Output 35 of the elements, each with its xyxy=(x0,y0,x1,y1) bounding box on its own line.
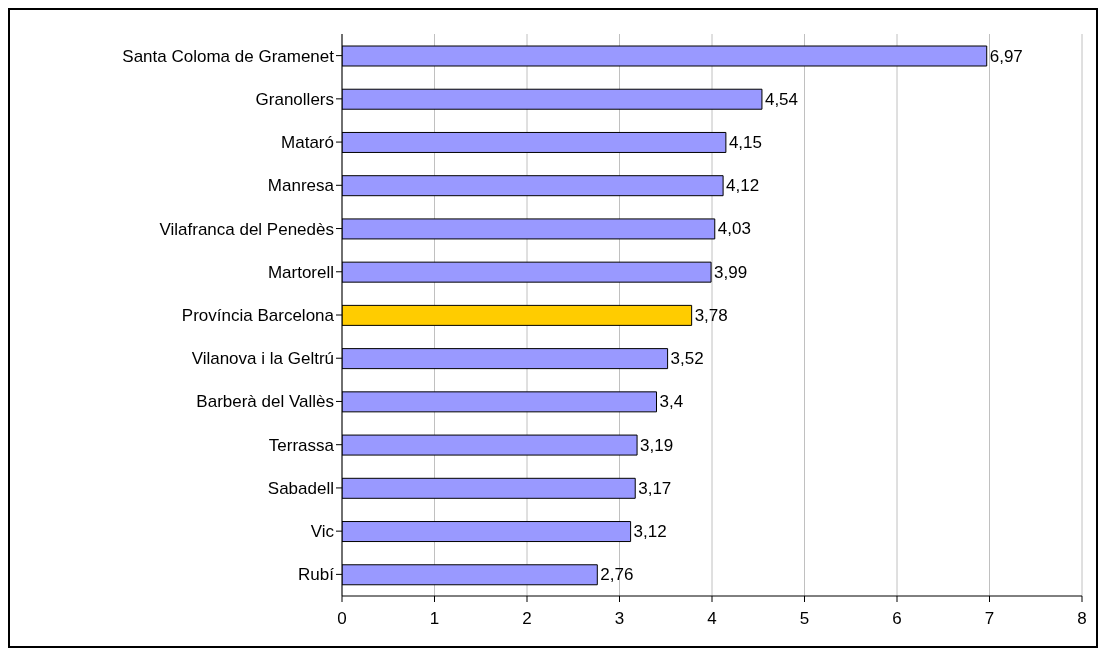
data-label: 3,19 xyxy=(640,435,674,455)
x-tick-label: 2 xyxy=(522,609,532,629)
y-tick-label: Rubí xyxy=(298,565,335,585)
data-label: 2,76 xyxy=(600,565,634,585)
y-tick-label: Granollers xyxy=(255,89,334,109)
data-label: 4,54 xyxy=(764,89,799,109)
x-tick-label: 5 xyxy=(799,609,810,629)
y-tick-label: Vilanova i la Geltrú xyxy=(191,349,334,369)
data-label: 4,03 xyxy=(717,219,751,239)
y-tick-label: Martorell xyxy=(267,262,334,282)
x-tick-label: 6 xyxy=(892,609,902,629)
y-tick-label: Terrassa xyxy=(268,435,335,455)
data-label: 6,97 xyxy=(989,46,1023,66)
x-tick-label: 7 xyxy=(984,609,995,629)
data-label: 3,4 xyxy=(659,392,684,412)
x-tick-label: 3 xyxy=(614,609,625,629)
y-tick-label: Vilafranca del Penedès xyxy=(159,219,334,239)
y-tick-label: Vic xyxy=(310,522,335,542)
x-tick-label: 0 xyxy=(337,609,347,629)
data-label: 4,15 xyxy=(728,132,762,152)
data-label: 4,12 xyxy=(726,176,760,196)
y-tick-label: Província Barcelona xyxy=(181,306,335,326)
y-tick-label: Barberà del Vallès xyxy=(196,392,334,412)
x-tick-label: 1 xyxy=(429,609,440,629)
data-label: 3,99 xyxy=(714,262,748,282)
y-tick-label: Santa Coloma de Gramenet xyxy=(122,46,335,66)
y-tick-label: Mataró xyxy=(281,133,334,153)
x-tick-label: 8 xyxy=(1077,609,1087,629)
data-label: 3,78 xyxy=(694,305,728,325)
data-label: 3,12 xyxy=(633,522,667,542)
data-label: 3,17 xyxy=(638,478,672,498)
y-tick-label: Sabadell xyxy=(267,478,334,498)
y-tick-label: Manresa xyxy=(267,176,335,196)
data-label: 3,52 xyxy=(670,349,704,369)
x-tick-label: 4 xyxy=(707,609,717,629)
